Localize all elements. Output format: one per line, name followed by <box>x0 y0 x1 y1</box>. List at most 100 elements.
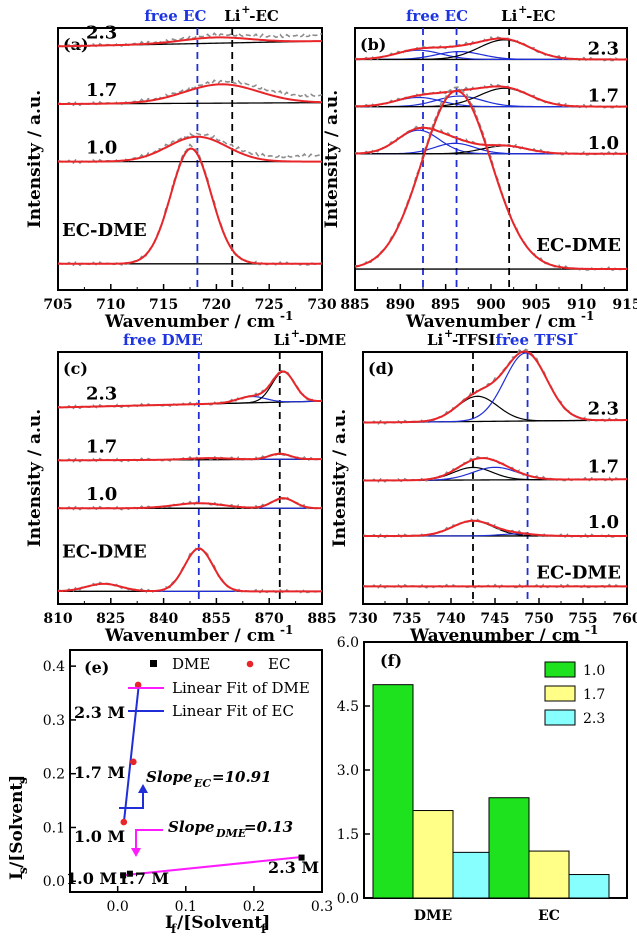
x-tick-label: 750 <box>524 611 553 627</box>
y-tick-label: 0.0 <box>337 891 359 907</box>
point-label: 1.0 M <box>66 869 117 888</box>
bound-species-sup: + <box>291 327 300 340</box>
y-tick-label: 0.0 <box>43 874 65 890</box>
panel-label: (e) <box>84 658 109 677</box>
y-axis-label-sub: s <box>16 867 30 874</box>
component-peak <box>354 96 627 108</box>
category-label: DME <box>414 908 452 924</box>
x-tick-label: 760 <box>612 611 637 627</box>
legend-swatch <box>544 661 576 678</box>
bound-species-rest: -EC <box>249 7 279 25</box>
x-tick-label: 710 <box>96 297 125 313</box>
legend-label: 2.3 <box>583 711 605 727</box>
ec-point <box>120 818 128 826</box>
fit-line <box>123 856 302 877</box>
bound-species-sup: + <box>518 3 527 16</box>
plot-frame <box>69 649 323 893</box>
free-species-label: free EC <box>406 7 468 25</box>
spectrum-label: 1.0 <box>86 484 117 505</box>
y-tick-label: 0.1 <box>43 820 65 836</box>
x-axis-label: Wavenumber / cm <box>405 312 576 332</box>
bound-species-sup: + <box>444 327 453 340</box>
bar <box>528 850 570 899</box>
bound-species-label: Li <box>224 7 241 25</box>
point-label: 1.7 M <box>74 763 125 782</box>
x-axis-label: Wavenumber / cm <box>104 312 275 332</box>
x-tick-label: 740 <box>436 611 465 627</box>
slope-ec-arrowhead <box>138 784 148 793</box>
fitted-curve <box>362 519 627 537</box>
spectrum-label: 2.3 <box>86 22 117 43</box>
legend-swatch-dme <box>150 660 157 667</box>
fitted-curve <box>58 497 323 510</box>
bar <box>488 797 530 899</box>
x-axis-label-rest: /[Solvent] <box>177 913 270 933</box>
point-label: 2.3 M <box>268 858 319 877</box>
fitted-curve <box>354 126 627 155</box>
fitted-curve <box>57 83 323 105</box>
fitted-curve <box>57 547 322 593</box>
slope-dme-arrow <box>135 829 163 850</box>
spectrum-label: 1.0 <box>86 138 117 159</box>
x-tick-label: 905 <box>522 297 551 313</box>
x-tick-label: 810 <box>43 611 72 627</box>
spectrum-label: 1.7 <box>86 436 117 457</box>
x-axis-label: Wavenumber / cm <box>104 626 275 646</box>
slope-dme-label: Slope <box>168 818 215 836</box>
legend-label: 1.7 <box>583 687 605 703</box>
x-tick-label: 755 <box>568 611 597 627</box>
y-axis-label-main: I <box>7 872 27 880</box>
fitted-curve <box>57 135 323 163</box>
legend-label: EC <box>268 655 290 673</box>
point-label: 1.0 M <box>74 827 125 846</box>
x-tick-label: 870 <box>255 611 284 627</box>
x-tick-label: 730 <box>348 611 377 627</box>
free-species-sup: - <box>574 327 579 340</box>
y-axis-label: Intensity / a.u. <box>25 409 45 547</box>
component-peak <box>355 145 627 155</box>
spectrum-label: 2.3 <box>86 383 117 404</box>
panel-e: 0.0 0.1 0.2 0.30.00.10.20.30.4If/[Solvent]f… <box>7 649 333 936</box>
x-axis-label: I <box>165 913 173 933</box>
y-tick-label: 0.4 <box>43 659 65 675</box>
x-tick-label: 730 <box>307 297 336 313</box>
point-label: 1.7 M <box>118 869 169 888</box>
slope-ec-arrow <box>119 790 144 809</box>
slope-ec-label: Slope <box>146 768 193 786</box>
legend-swatch <box>544 685 576 702</box>
bar <box>412 810 454 899</box>
fitted-curve <box>354 37 628 61</box>
bound-species-label: Li <box>427 331 444 349</box>
panel-b: 885 890 895 900 905 910 915 Wavenumber / cm -1 In… <box>322 3 637 332</box>
slope-ec-post: =10.91 <box>212 768 272 786</box>
ec-point <box>130 758 137 766</box>
panel-label: (d) <box>368 359 394 378</box>
fitted-curve <box>354 85 628 108</box>
x-tick-label: 900 <box>476 297 505 313</box>
experimental-curve <box>57 143 323 267</box>
x-tick-label: 825 <box>96 611 125 627</box>
y-axis-label-rest: /[Solvent] <box>7 775 27 868</box>
slope-ec-sub: EC <box>193 777 211 790</box>
y-axis-label: Is/[Solvent]s <box>7 775 30 880</box>
bound-species-label: Li <box>274 331 291 349</box>
x-tick-label: 705 <box>43 297 72 313</box>
bound-species-rest: -EC <box>526 7 556 25</box>
x-axis-label-sup: -1 <box>280 623 293 637</box>
free-species-label: free TFSI <box>496 331 574 349</box>
bound-species-rest: -TFSI <box>452 331 495 349</box>
legend-label: Linear Fit of EC <box>172 702 294 720</box>
x-axis-label-sup: -1 <box>581 309 594 323</box>
spectrum-label: 2.3 <box>588 399 619 420</box>
dme-point <box>120 872 127 879</box>
bound-species-rest: -DME <box>299 331 346 349</box>
bar <box>452 851 494 899</box>
panel-label: (b) <box>360 35 386 54</box>
fitted-curve <box>57 36 323 48</box>
x-tick-label: 715 <box>149 297 178 313</box>
x-tick-label: 895 <box>431 297 460 313</box>
fitted-curve <box>57 452 323 462</box>
point-label: 2.3 M <box>74 703 125 722</box>
spectrum-label: 1.7 <box>588 86 619 107</box>
y-tick-label: 0.3 <box>43 713 65 729</box>
